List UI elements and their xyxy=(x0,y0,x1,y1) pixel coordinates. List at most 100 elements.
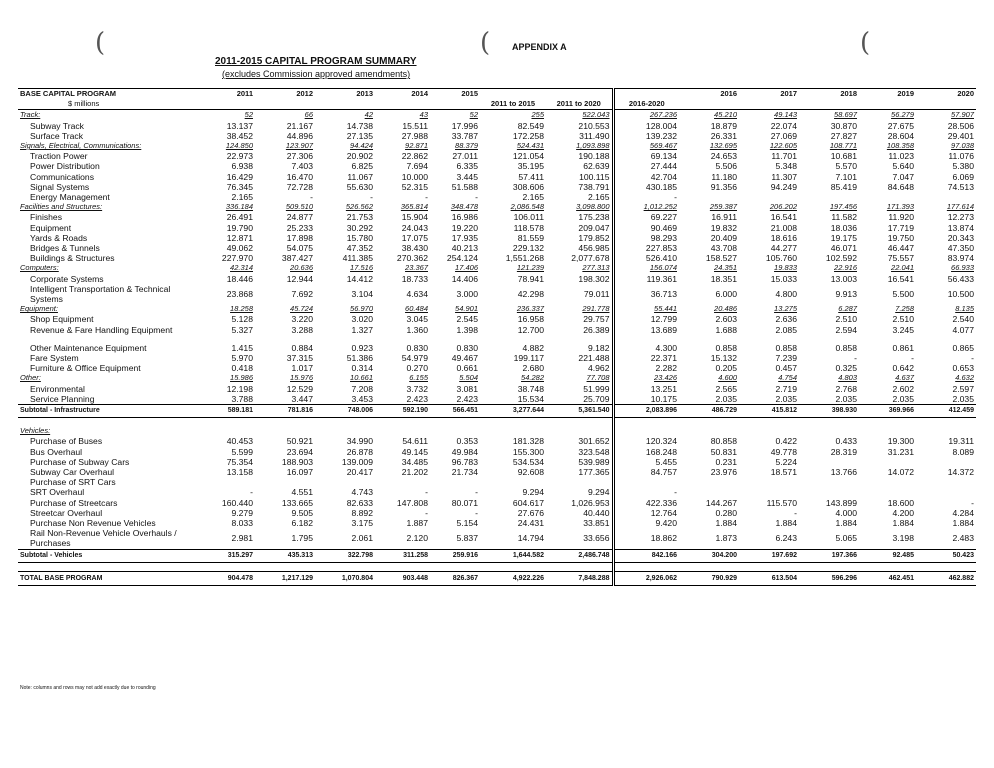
cell: 5.970 xyxy=(231,353,253,364)
cell: 76.345 xyxy=(226,181,253,192)
cell: 365.814 xyxy=(400,202,428,212)
cell: 15.986 xyxy=(230,373,253,383)
cell xyxy=(859,477,916,487)
item-row: Yards & Roads 12.871 17.898 15.780 17.075 17.… xyxy=(18,232,976,244)
cell: 27.011 xyxy=(452,151,478,162)
cell: 35.195 xyxy=(517,161,544,172)
cell: 49.062 xyxy=(226,243,253,254)
cell: 6.069 xyxy=(952,171,974,182)
scan-mark: ( xyxy=(480,28,491,58)
cell: 14.406 xyxy=(451,273,478,284)
column-header xyxy=(546,88,613,100)
cell: 24.653 xyxy=(710,151,737,162)
cell xyxy=(611,562,679,572)
row-label: Bridges & Tunnels xyxy=(30,243,100,254)
cell: - xyxy=(611,487,679,498)
subtotal-row: Subtotal - Vehicles 315.297 435.313 322.798… xyxy=(18,548,976,563)
cell: - xyxy=(370,192,373,203)
cell: 52.315 xyxy=(401,181,428,192)
cell: 26.491 xyxy=(226,212,253,223)
cell: 21.167 xyxy=(286,120,313,131)
cell: 18.616 xyxy=(770,232,797,243)
cell: 123.907 xyxy=(285,141,313,151)
cell xyxy=(255,562,315,571)
cell: 55.441 xyxy=(611,304,679,315)
cell: 197.456 xyxy=(829,202,857,212)
cell: 66 xyxy=(304,110,313,120)
cell: 9.420 xyxy=(611,517,679,529)
cell: 27.135 xyxy=(346,130,373,141)
cell: 156.074 xyxy=(611,263,679,274)
cell: 33.787 xyxy=(451,130,478,141)
cell: 2.719 xyxy=(775,383,797,394)
cell: 13.874 xyxy=(947,222,974,233)
cell: 259.387 xyxy=(709,202,737,212)
cell: 291.778 xyxy=(582,304,610,314)
cell: - xyxy=(310,192,313,203)
cell: 6.155 xyxy=(409,373,428,383)
cell: 0.280 xyxy=(715,507,737,518)
cell: 0.231 xyxy=(715,456,737,467)
cell: 18.351 xyxy=(710,273,737,284)
cell: 144.267 xyxy=(705,497,737,508)
cell: 2.035 xyxy=(775,393,797,404)
cell: 119.361 xyxy=(611,273,679,284)
cell: 55.630 xyxy=(346,181,373,192)
cell: 92.608 xyxy=(517,466,544,477)
cell: 12.871 xyxy=(226,232,253,243)
column-header xyxy=(679,99,739,111)
row-label: Other: xyxy=(20,373,41,383)
cell: 10.500 xyxy=(947,288,974,299)
cell: 903.448 xyxy=(375,570,430,586)
cell: 2,926.062 xyxy=(611,570,679,586)
cell: 4,922.226 xyxy=(480,570,546,586)
cell: 2.035 xyxy=(715,393,737,404)
cell: 94.249 xyxy=(770,181,797,192)
cell: 524.431 xyxy=(516,141,544,151)
cell: 4.754 xyxy=(778,373,797,383)
cell: 3.447 xyxy=(291,393,313,404)
cell: 0.433 xyxy=(835,436,857,447)
cell: 30.870 xyxy=(830,120,857,131)
cell: 422.336 xyxy=(611,497,679,508)
cell xyxy=(679,487,739,497)
cell: 3.220 xyxy=(291,314,313,325)
cell xyxy=(546,562,613,571)
cell: 4.634 xyxy=(406,288,428,299)
group-row: Facilities and Structures: 336.184 509.510… xyxy=(18,202,976,213)
cell: 94.424 xyxy=(350,141,373,151)
cell: 4.200 xyxy=(892,507,914,518)
cell: 14.072 xyxy=(887,466,914,477)
cell: 12.764 xyxy=(611,507,679,518)
cell: 308.606 xyxy=(512,181,544,192)
cell: 69.227 xyxy=(611,212,679,223)
cell: 27.069 xyxy=(770,130,797,141)
cell: 18.571 xyxy=(770,466,797,477)
cell: 13.766 xyxy=(830,466,857,477)
cell: 7.101 xyxy=(835,171,857,182)
cell: 24.351 xyxy=(714,263,737,273)
row-label: Bus Overhaul xyxy=(30,446,83,457)
cell: 7.258 xyxy=(895,304,914,314)
cell: 456.985 xyxy=(578,243,610,254)
cell: 3.245 xyxy=(892,324,914,335)
cell: 12.700 xyxy=(517,324,544,335)
cell: 592.190 xyxy=(375,404,430,419)
cell xyxy=(375,418,430,427)
item-row: Other Maintenance Equipment 1.415 0.884 0.9… xyxy=(18,342,976,354)
cell: 566.451 xyxy=(430,404,480,419)
heading: BASE CAPITAL PROGRAM xyxy=(18,88,200,100)
cell: - xyxy=(425,507,428,518)
row-label: Finishes xyxy=(30,212,62,223)
cell: 3,277.644 xyxy=(480,404,546,419)
item-row: Subway Track 13.137 21.167 14.738 15.511 17.9… xyxy=(18,120,976,131)
cell: 121.239 xyxy=(516,263,544,273)
cell: 412.459 xyxy=(916,404,976,419)
cell: 46.447 xyxy=(887,243,914,254)
cell: 56.279 xyxy=(891,110,914,120)
cell: 14.794 xyxy=(517,533,544,544)
cell xyxy=(611,426,679,437)
cell: 430.185 xyxy=(611,181,679,193)
cell: 29.757 xyxy=(583,314,610,325)
cell: 0.830 xyxy=(406,342,428,353)
